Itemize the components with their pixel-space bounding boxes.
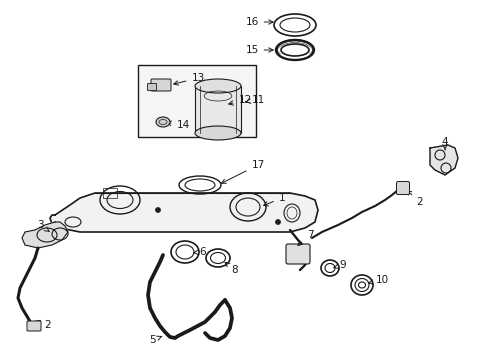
Text: 16: 16 bbox=[245, 17, 273, 27]
Ellipse shape bbox=[155, 207, 160, 212]
Ellipse shape bbox=[195, 126, 241, 140]
Polygon shape bbox=[50, 193, 317, 232]
Text: 17: 17 bbox=[221, 160, 264, 183]
Bar bbox=[138, 65, 256, 137]
Text: 3: 3 bbox=[37, 220, 49, 231]
FancyBboxPatch shape bbox=[27, 321, 41, 331]
FancyBboxPatch shape bbox=[396, 181, 408, 194]
FancyBboxPatch shape bbox=[285, 244, 309, 264]
Text: 11: 11 bbox=[245, 95, 264, 105]
Text: 1: 1 bbox=[263, 193, 285, 206]
Ellipse shape bbox=[195, 79, 241, 93]
Text: 4: 4 bbox=[441, 137, 447, 150]
Ellipse shape bbox=[275, 220, 280, 225]
Text: 6: 6 bbox=[193, 247, 206, 257]
Polygon shape bbox=[429, 145, 457, 175]
Text: 10: 10 bbox=[368, 275, 388, 285]
Bar bbox=[195, 86, 241, 133]
Ellipse shape bbox=[156, 117, 170, 127]
Text: 12: 12 bbox=[228, 95, 251, 105]
Text: 2: 2 bbox=[406, 190, 423, 207]
Text: 5: 5 bbox=[149, 335, 162, 345]
FancyBboxPatch shape bbox=[147, 84, 156, 90]
Text: 15: 15 bbox=[245, 45, 273, 55]
Polygon shape bbox=[22, 222, 68, 248]
Text: 2: 2 bbox=[36, 320, 51, 330]
Text: 13: 13 bbox=[173, 73, 204, 85]
Text: 7: 7 bbox=[297, 230, 313, 246]
FancyBboxPatch shape bbox=[151, 79, 171, 91]
Text: 9: 9 bbox=[333, 260, 346, 270]
Text: 14: 14 bbox=[166, 120, 189, 130]
Text: 8: 8 bbox=[224, 262, 238, 275]
